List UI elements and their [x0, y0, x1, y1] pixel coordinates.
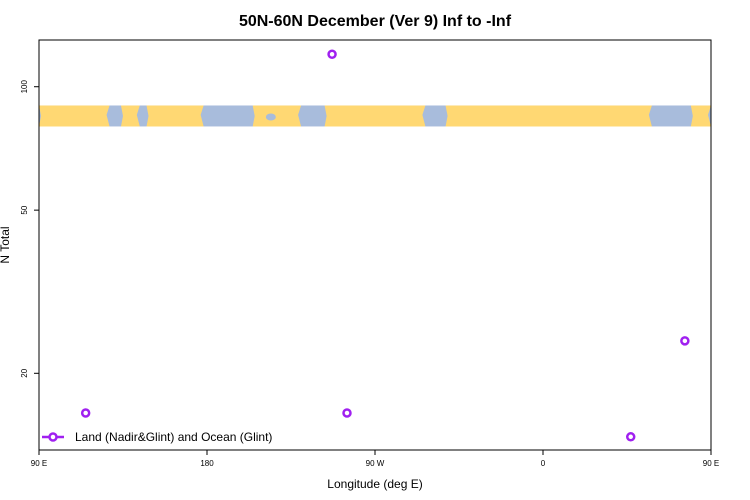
map-band-inlet — [107, 109, 118, 117]
map-band — [39, 105, 711, 127]
data-point — [625, 432, 636, 442]
map-band-land — [445, 105, 652, 127]
chart-title: 50N-60N December (Ver 9) Inf to -Inf — [239, 13, 512, 30]
y-tick-label: 100 — [20, 79, 29, 93]
x-tick-label: 90 E — [31, 459, 47, 468]
legend: Land (Nadir&Glint) and Ocean (Glint) — [42, 430, 272, 444]
map-band-land — [39, 105, 110, 127]
y-axis-label: N Total — [0, 226, 12, 263]
data-point — [327, 49, 337, 60]
map-band-land — [120, 105, 140, 127]
x-tick-label: 0 — [541, 459, 546, 468]
map-band-inlet — [662, 108, 673, 116]
plot-frame — [38, 39, 712, 451]
data-point — [342, 408, 352, 418]
data-point — [80, 408, 91, 418]
map-band-land — [252, 105, 302, 127]
x-tick-label: 90 W — [366, 459, 385, 468]
y-tick-label: 20 — [20, 368, 29, 377]
map-band-land — [690, 105, 711, 127]
x-axis: 90 E 180 90 W 0 90 E — [31, 450, 719, 468]
map-band-inlet — [265, 113, 276, 121]
map-band-inlet — [437, 110, 448, 118]
map-band-land — [324, 105, 426, 127]
map-band-inlet — [109, 116, 120, 124]
legend-label: Land (Nadir&Glint) and Ocean (Glint) — [75, 430, 272, 444]
legend-marker — [48, 432, 58, 442]
data-point — [680, 336, 690, 346]
y-tick-label: 50 — [20, 205, 29, 214]
x-axis-label: Longitude (deg E) — [327, 477, 422, 491]
data-points — [80, 49, 690, 442]
y-axis: 20 50 100 — [20, 79, 39, 378]
map-band-land — [146, 105, 204, 127]
x-tick-label: 180 — [200, 459, 214, 468]
map-band-inlet — [675, 117, 686, 125]
x-tick-label: 90 E — [703, 459, 719, 468]
